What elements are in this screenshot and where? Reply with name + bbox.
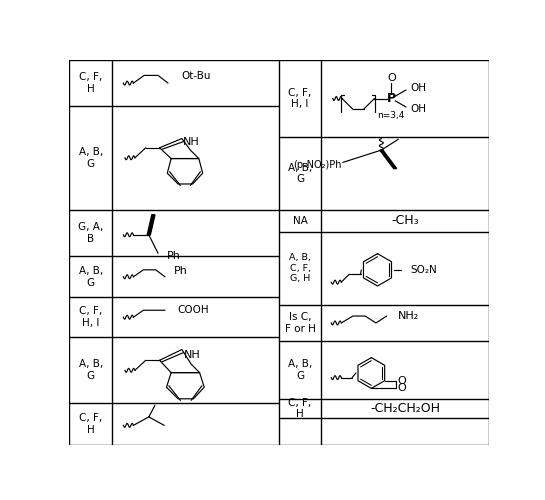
- Text: Is C,
F or H: Is C, F or H: [284, 312, 316, 334]
- Text: NH₂: NH₂: [398, 311, 420, 321]
- Text: O: O: [387, 74, 396, 84]
- Text: NH: NH: [183, 136, 199, 146]
- Text: NH: NH: [184, 350, 201, 360]
- Text: Ph: Ph: [167, 252, 181, 262]
- Text: Ot-Bu: Ot-Bu: [181, 71, 210, 81]
- Text: Ph: Ph: [174, 266, 188, 276]
- Text: SO₂N: SO₂N: [410, 265, 437, 275]
- Text: C, F,
H, I: C, F, H, I: [288, 88, 312, 110]
- Text: C, F,
H: C, F, H: [288, 398, 312, 419]
- Text: (p-NO₂)Ph: (p-NO₂)Ph: [293, 160, 341, 170]
- Text: C, F,
H: C, F, H: [79, 72, 102, 94]
- Text: A, B,
G: A, B, G: [78, 359, 103, 380]
- Text: -CH₃: -CH₃: [391, 214, 419, 228]
- Text: C, F,
H: C, F, H: [79, 413, 102, 434]
- Polygon shape: [380, 150, 397, 169]
- Text: A, B,
G: A, B, G: [78, 148, 103, 169]
- Polygon shape: [147, 215, 155, 235]
- Text: n=3,4: n=3,4: [377, 111, 404, 120]
- Text: A, B,
G: A, B, G: [288, 359, 312, 380]
- Text: O: O: [397, 376, 405, 386]
- Text: -CH₂CH₂OH: -CH₂CH₂OH: [370, 402, 440, 415]
- Text: NA: NA: [293, 216, 307, 226]
- Text: A, B,
G: A, B, G: [288, 163, 312, 184]
- Text: OH: OH: [410, 84, 427, 94]
- Text: P: P: [387, 92, 396, 105]
- Text: C, F,
H, I: C, F, H, I: [79, 306, 102, 328]
- Text: A, B,
C, F,
G, H: A, B, C, F, G, H: [289, 254, 311, 283]
- Text: O: O: [397, 384, 405, 394]
- Text: COOH: COOH: [177, 305, 209, 316]
- Text: G, A,
B: G, A, B: [78, 222, 104, 244]
- Text: A, B,
G: A, B, G: [78, 266, 103, 287]
- Text: OH: OH: [410, 104, 427, 114]
